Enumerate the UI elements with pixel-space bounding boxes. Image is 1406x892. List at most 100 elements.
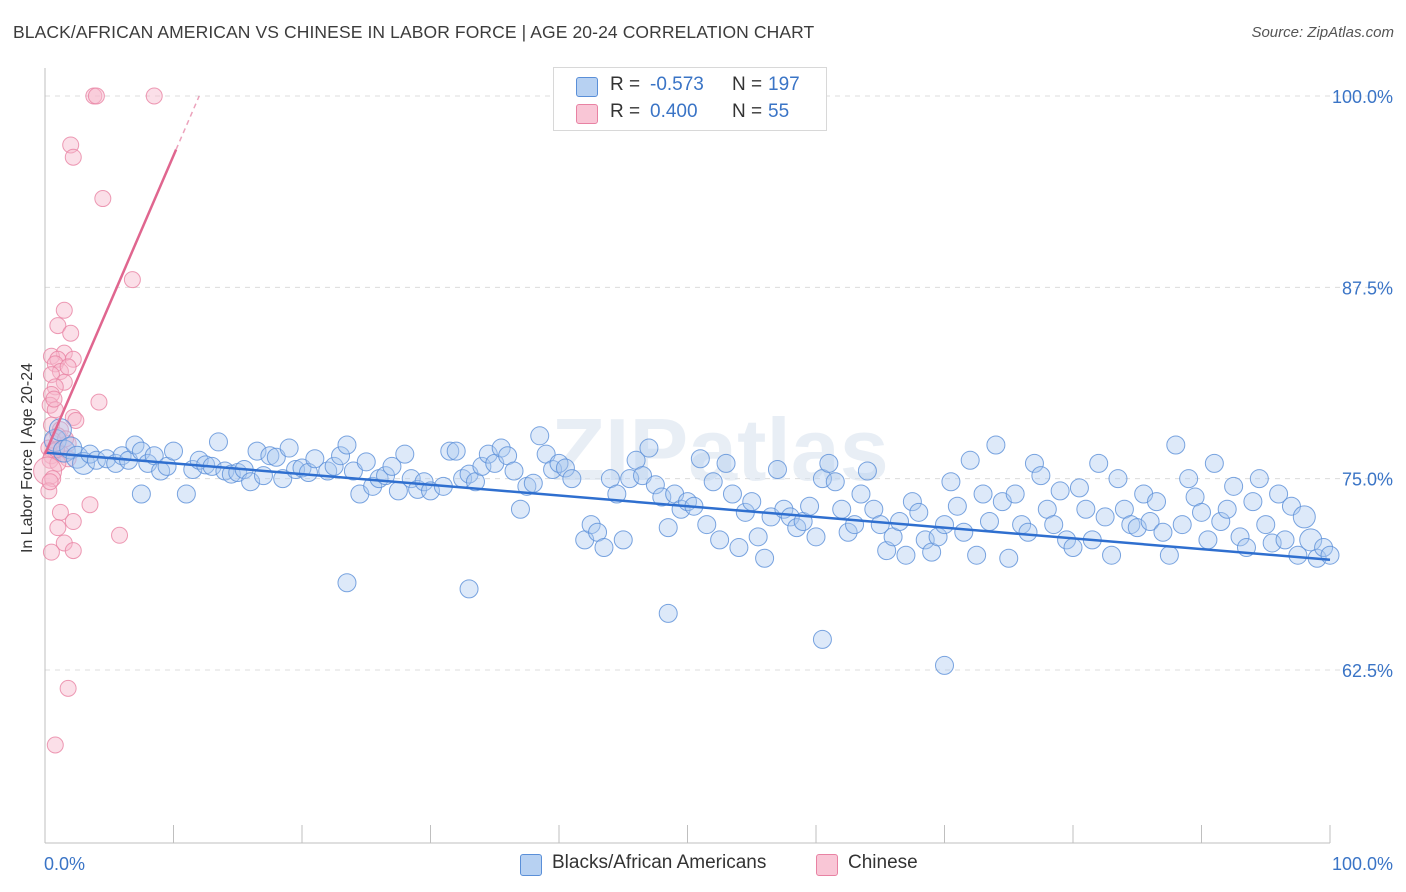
source-credit: Source: ZipAtlas.com (1251, 24, 1394, 41)
chinese-trend-extension (175, 95, 200, 150)
chinese-point (40, 482, 58, 500)
black-point (356, 452, 376, 472)
black-point (620, 469, 640, 489)
black-point (857, 461, 877, 481)
legend-pink-n-label: N = (732, 101, 763, 122)
bottom-swatch-blue (520, 854, 542, 876)
black-point (838, 522, 858, 542)
black-point (1044, 515, 1064, 535)
black-point (491, 438, 511, 458)
black-point (395, 444, 415, 464)
chinese-point (123, 271, 141, 289)
bottom-legend-blue-label: Blacks/African Americans (552, 852, 767, 873)
black-point (414, 472, 434, 492)
black-point (273, 469, 293, 489)
black-point (176, 484, 196, 504)
black-point (1269, 484, 1289, 504)
black-point (52, 439, 76, 463)
chinese-point (81, 496, 99, 514)
black-point (690, 449, 710, 469)
black-point (935, 515, 954, 535)
black-point (935, 655, 954, 675)
black-point (954, 522, 974, 542)
black-point (510, 499, 530, 519)
black-point (652, 487, 672, 507)
black-point (806, 527, 826, 547)
black-point (562, 469, 582, 489)
black-point (331, 446, 351, 466)
black-point (1140, 512, 1160, 532)
legend-swatch-pink (576, 104, 598, 124)
black-point (1102, 545, 1122, 565)
black-points (43, 418, 1340, 675)
chinese-point (45, 390, 63, 408)
black-point (1292, 505, 1316, 529)
black-point (633, 466, 653, 486)
black-point (247, 441, 267, 461)
trend-lines (43, 95, 1331, 562)
legend-blue-r-value: -0.573 (650, 74, 704, 95)
black-point (1211, 512, 1231, 532)
chinese-point (67, 412, 85, 430)
black-point (1262, 533, 1282, 553)
y-tick-label-3: 100.0% (1332, 87, 1393, 107)
legend-swatch-blue (576, 77, 598, 97)
bottom-swatch-pink (816, 854, 838, 876)
black-point (208, 432, 228, 452)
chinese-point (55, 301, 73, 319)
black-point (523, 473, 543, 493)
black-point (800, 496, 820, 516)
black-point (72, 451, 96, 475)
black-point (851, 484, 871, 504)
black-point (337, 435, 357, 455)
chinese-trend-line (43, 149, 178, 455)
black-point (1166, 435, 1186, 455)
black-point (947, 496, 967, 516)
chinese-point (46, 378, 64, 396)
black-point (1179, 469, 1199, 489)
black-point (1031, 466, 1051, 486)
black-point (812, 629, 832, 649)
black-point (555, 458, 575, 478)
black-point (832, 499, 852, 519)
black-point (915, 530, 935, 550)
black-point (1275, 530, 1295, 550)
black-point (960, 450, 980, 470)
legend-pink-r-value: 0.400 (650, 101, 698, 122)
black-point (131, 484, 151, 504)
black-point (530, 426, 550, 446)
chinese-point (57, 430, 75, 448)
black-point (1224, 476, 1244, 496)
black-point (742, 492, 762, 512)
x-tick-label-1: 100.0% (1332, 854, 1393, 874)
chinese-points (33, 87, 163, 754)
chinese-point (49, 454, 67, 472)
legend-blue-r-label: R = (610, 74, 641, 95)
black-point (1249, 469, 1269, 489)
legend-pink-r-label: R = (610, 101, 641, 122)
black-point (1320, 545, 1340, 565)
black-point (973, 484, 993, 504)
black-point (890, 512, 910, 532)
chinese-point (49, 519, 67, 537)
black-point (645, 475, 665, 495)
chinese-point (64, 513, 82, 531)
chinese-point (62, 324, 80, 342)
black-trend-line (44, 451, 1331, 562)
black-point (459, 579, 479, 599)
black-point (607, 484, 627, 504)
chinese-point (87, 87, 105, 105)
black-point (870, 515, 890, 535)
black-point (999, 548, 1019, 568)
black-point (639, 438, 659, 458)
chinese-point (90, 393, 108, 411)
black-point (1108, 469, 1128, 489)
black-point (1230, 527, 1250, 547)
black-point (780, 507, 800, 527)
black-point (1159, 545, 1179, 565)
black-point (1005, 484, 1025, 504)
black-point (729, 538, 749, 558)
black-point (504, 461, 524, 481)
black-point (710, 530, 730, 550)
